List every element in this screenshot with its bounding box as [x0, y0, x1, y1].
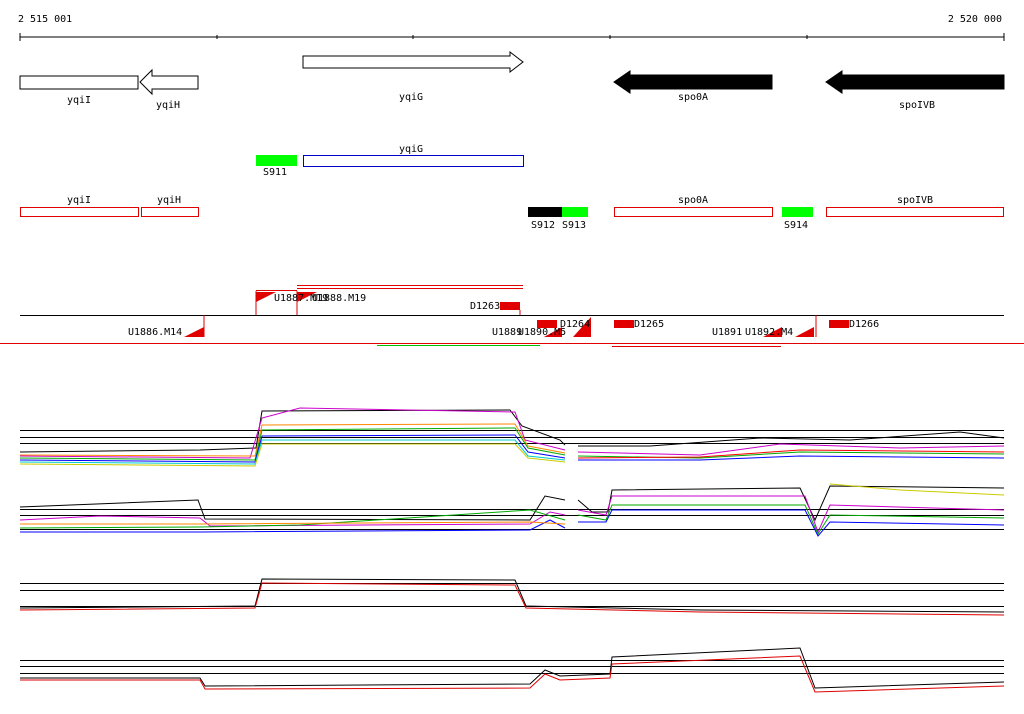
- annotation-label: S912: [531, 220, 555, 231]
- gene-label: yqiI: [67, 95, 91, 106]
- annotation: [562, 207, 588, 217]
- probe-label: U1890.M5: [518, 327, 566, 338]
- gene-label: yqiG: [399, 92, 423, 103]
- expression-panel: [19, 578, 1005, 616]
- probe-label: D1265: [634, 319, 664, 330]
- probe-label: U1887.M19: [274, 293, 328, 304]
- gene-track: [19, 50, 1005, 96]
- expression-panel: [19, 483, 1005, 537]
- gene-label: yqiH: [156, 100, 180, 111]
- probe-label: U1891: [712, 327, 742, 338]
- probe-track: [0, 285, 1024, 347]
- gene-label: spoIVB: [899, 100, 935, 111]
- probe-label: U1888.M19: [312, 293, 366, 304]
- annotation-label: spo0A: [678, 195, 708, 206]
- annotation-label: S913: [562, 220, 586, 231]
- probe-label: D1264: [560, 319, 590, 330]
- annotation-label: S914: [784, 220, 808, 231]
- feature-label: yqiG: [399, 144, 423, 155]
- ruler-end: 2 520 000: [948, 14, 1002, 25]
- annotation: [528, 207, 562, 217]
- probe-label: U1889: [492, 327, 522, 338]
- expression-panel: [19, 407, 1005, 467]
- ruler-start: 2 515 001: [18, 14, 72, 25]
- annotation-label: yqiI: [67, 195, 91, 206]
- probe-label: D1266: [849, 319, 879, 330]
- feature: [256, 155, 297, 166]
- probe-label: D1263: [470, 301, 500, 312]
- gene-label: spo0A: [678, 92, 708, 103]
- annotation-track: [20, 207, 1004, 217]
- feature: [303, 155, 524, 167]
- ruler: [19, 33, 1005, 41]
- annotation: [782, 207, 813, 217]
- probe-label: U1892.M4: [745, 327, 793, 338]
- annotation-label: spoIVB: [897, 195, 933, 206]
- probe-label: U1886.M14: [128, 327, 182, 338]
- expression-panel: [20, 647, 1005, 693]
- annotation-label: yqiH: [157, 195, 181, 206]
- feature-label: S911: [263, 167, 287, 178]
